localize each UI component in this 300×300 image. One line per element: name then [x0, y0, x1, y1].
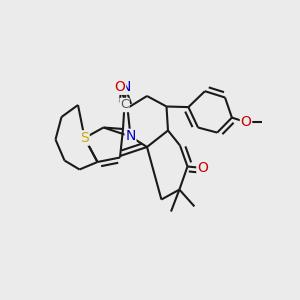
Text: N: N: [121, 80, 131, 94]
Text: S: S: [80, 131, 89, 145]
Text: N: N: [125, 130, 136, 143]
Text: O: O: [197, 161, 208, 175]
Text: O: O: [115, 80, 125, 94]
Text: C: C: [120, 98, 129, 112]
Text: O: O: [241, 115, 251, 129]
